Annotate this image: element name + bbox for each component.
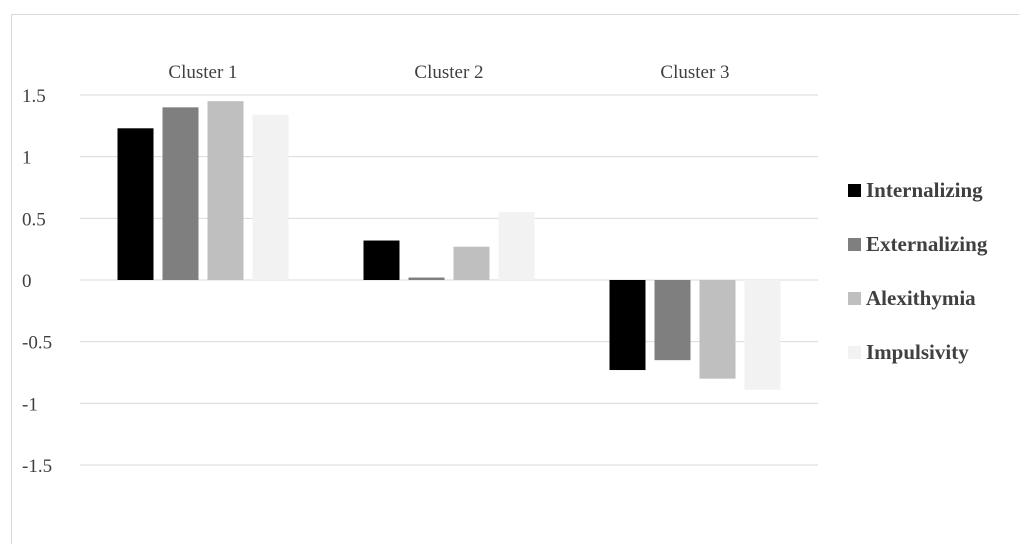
y-tick-label: 0.5 — [22, 209, 46, 230]
bar-internalizing-cluster-1 — [117, 128, 154, 280]
bar-externalizing-cluster-1 — [162, 107, 199, 280]
legend-swatch-externalizing — [848, 238, 861, 251]
bars — [117, 101, 781, 390]
category-labels: Cluster 1 Cluster 2 Cluster 3 — [168, 62, 729, 83]
chart-frame — [11, 14, 1019, 544]
bar-externalizing-cluster-2 — [408, 277, 445, 280]
y-tick-label: 0 — [22, 271, 32, 292]
bar-impulsivity-cluster-3 — [744, 280, 781, 390]
category-label: Cluster 3 — [660, 62, 729, 83]
legend-label-externalizing: Externalizing — [866, 232, 988, 256]
bar-alexithymia-cluster-2 — [453, 246, 490, 280]
legend-swatch-internalizing — [848, 184, 861, 197]
category-label: Cluster 1 — [168, 62, 237, 83]
legend: Internalizing Externalizing Alexithymia Imp… — [848, 178, 988, 364]
y-tick-label: -0.5 — [22, 333, 52, 354]
bar-internalizing-cluster-2 — [363, 240, 400, 280]
y-axis-ticks: 1.5 1 0.5 0 -0.5 -1 -1.5 — [22, 86, 52, 477]
y-tick-label: -1.5 — [22, 456, 52, 477]
y-tick-label: 1 — [22, 148, 32, 169]
chart: 1.510.50-0.5-1-1.5 Cluster 1 Cluster 2 Clu… — [22, 62, 988, 477]
bar-externalizing-cluster-3 — [654, 280, 691, 361]
bar-internalizing-cluster-3 — [609, 280, 646, 371]
gridlines — [80, 94, 818, 466]
legend-swatch-impulsivity — [848, 346, 861, 359]
legend-label-impulsivity: Impulsivity — [866, 340, 969, 364]
y-tick-label: 1.5 — [22, 86, 46, 107]
bar-impulsivity-cluster-1 — [252, 114, 289, 280]
bar-impulsivity-cluster-2 — [498, 212, 535, 280]
legend-label-internalizing: Internalizing — [866, 178, 983, 202]
y-tick-label: -1 — [22, 394, 38, 415]
bar-alexithymia-cluster-3 — [699, 280, 736, 379]
category-label: Cluster 2 — [414, 62, 483, 83]
legend-label-alexithymia: Alexithymia — [866, 286, 976, 310]
legend-swatch-alexithymia — [848, 292, 861, 305]
bar-alexithymia-cluster-1 — [207, 101, 244, 281]
